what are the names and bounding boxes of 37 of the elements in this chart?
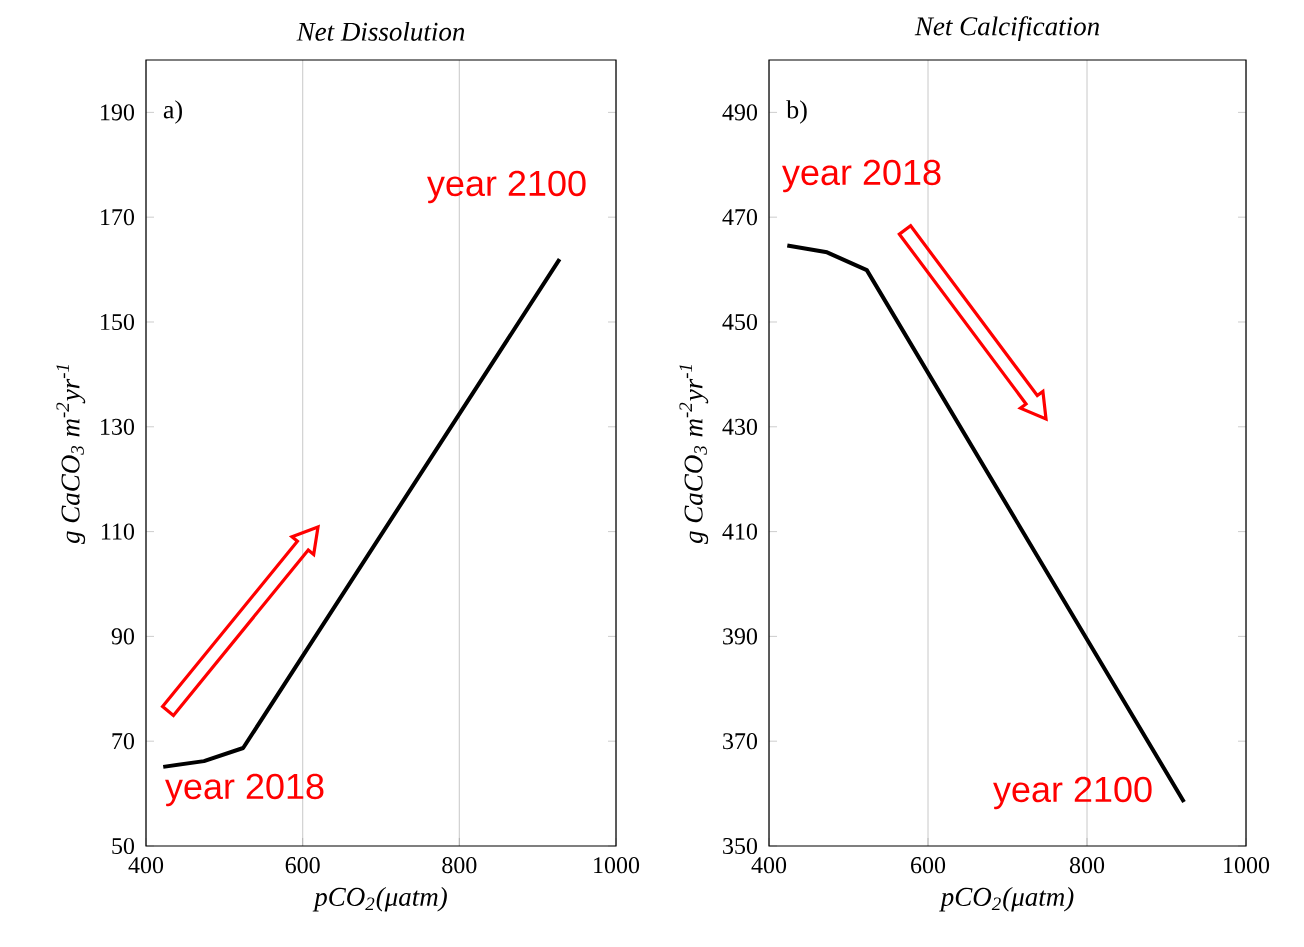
annotation: a)	[163, 100, 182, 124]
y-tick-label: 110	[101, 523, 135, 540]
y-tick-label: 470	[722, 209, 758, 226]
x-tick-label: 800	[442, 857, 477, 874]
y-tick-label: 90	[111, 628, 135, 645]
x-tick-label: 1000	[1224, 857, 1270, 874]
y-tick-label: 130	[101, 418, 135, 435]
annotation: year 2018	[782, 159, 941, 193]
annotation: b)	[786, 100, 807, 124]
y-tick-label: 370	[723, 733, 758, 750]
y-axis-title: g CaCO$_{3}$ m$^{-2}$yr$^{-1}$	[679, 365, 709, 544]
y-axis-title: g CaCO$_{3}$ m$^{-2}$yr$^{-1}$	[56, 365, 86, 544]
y-tick-label: 190	[101, 104, 135, 121]
x-tick-label: 400	[128, 857, 164, 874]
y-tick-label: 70	[112, 733, 135, 750]
x-tick-label: 600	[285, 857, 320, 874]
annotation: year 2018	[165, 773, 324, 807]
y-tick-label: 430	[722, 418, 758, 435]
x-tick-label: 400	[751, 857, 787, 874]
chart-title: Net Calcification	[914, 16, 1100, 41]
y-tick-label: 450	[722, 313, 758, 331]
x-tick-label: 800	[1069, 857, 1105, 874]
y-tick-label: 170	[101, 209, 135, 226]
x-tick-label: 1000	[594, 857, 640, 874]
y-tick-label: 350	[723, 837, 758, 855]
annotation: year 2100	[427, 170, 586, 204]
y-tick-label: 410	[722, 523, 758, 540]
annotation: year 2100	[993, 776, 1152, 810]
x-axis-title: pCO$_{2}$(μatm)	[939, 887, 1074, 912]
line-series	[161, 257, 562, 769]
y-tick-label: 490	[722, 104, 758, 121]
y-tick-label: 390	[723, 628, 758, 645]
y-tick-label: 50	[112, 837, 135, 855]
x-tick-label: 600	[911, 857, 946, 874]
x-axis-title: pCO$_{2}$(μatm)	[312, 887, 447, 912]
chart-title: Net Dissolution	[296, 21, 465, 41]
y-tick-label: 150	[101, 313, 135, 331]
